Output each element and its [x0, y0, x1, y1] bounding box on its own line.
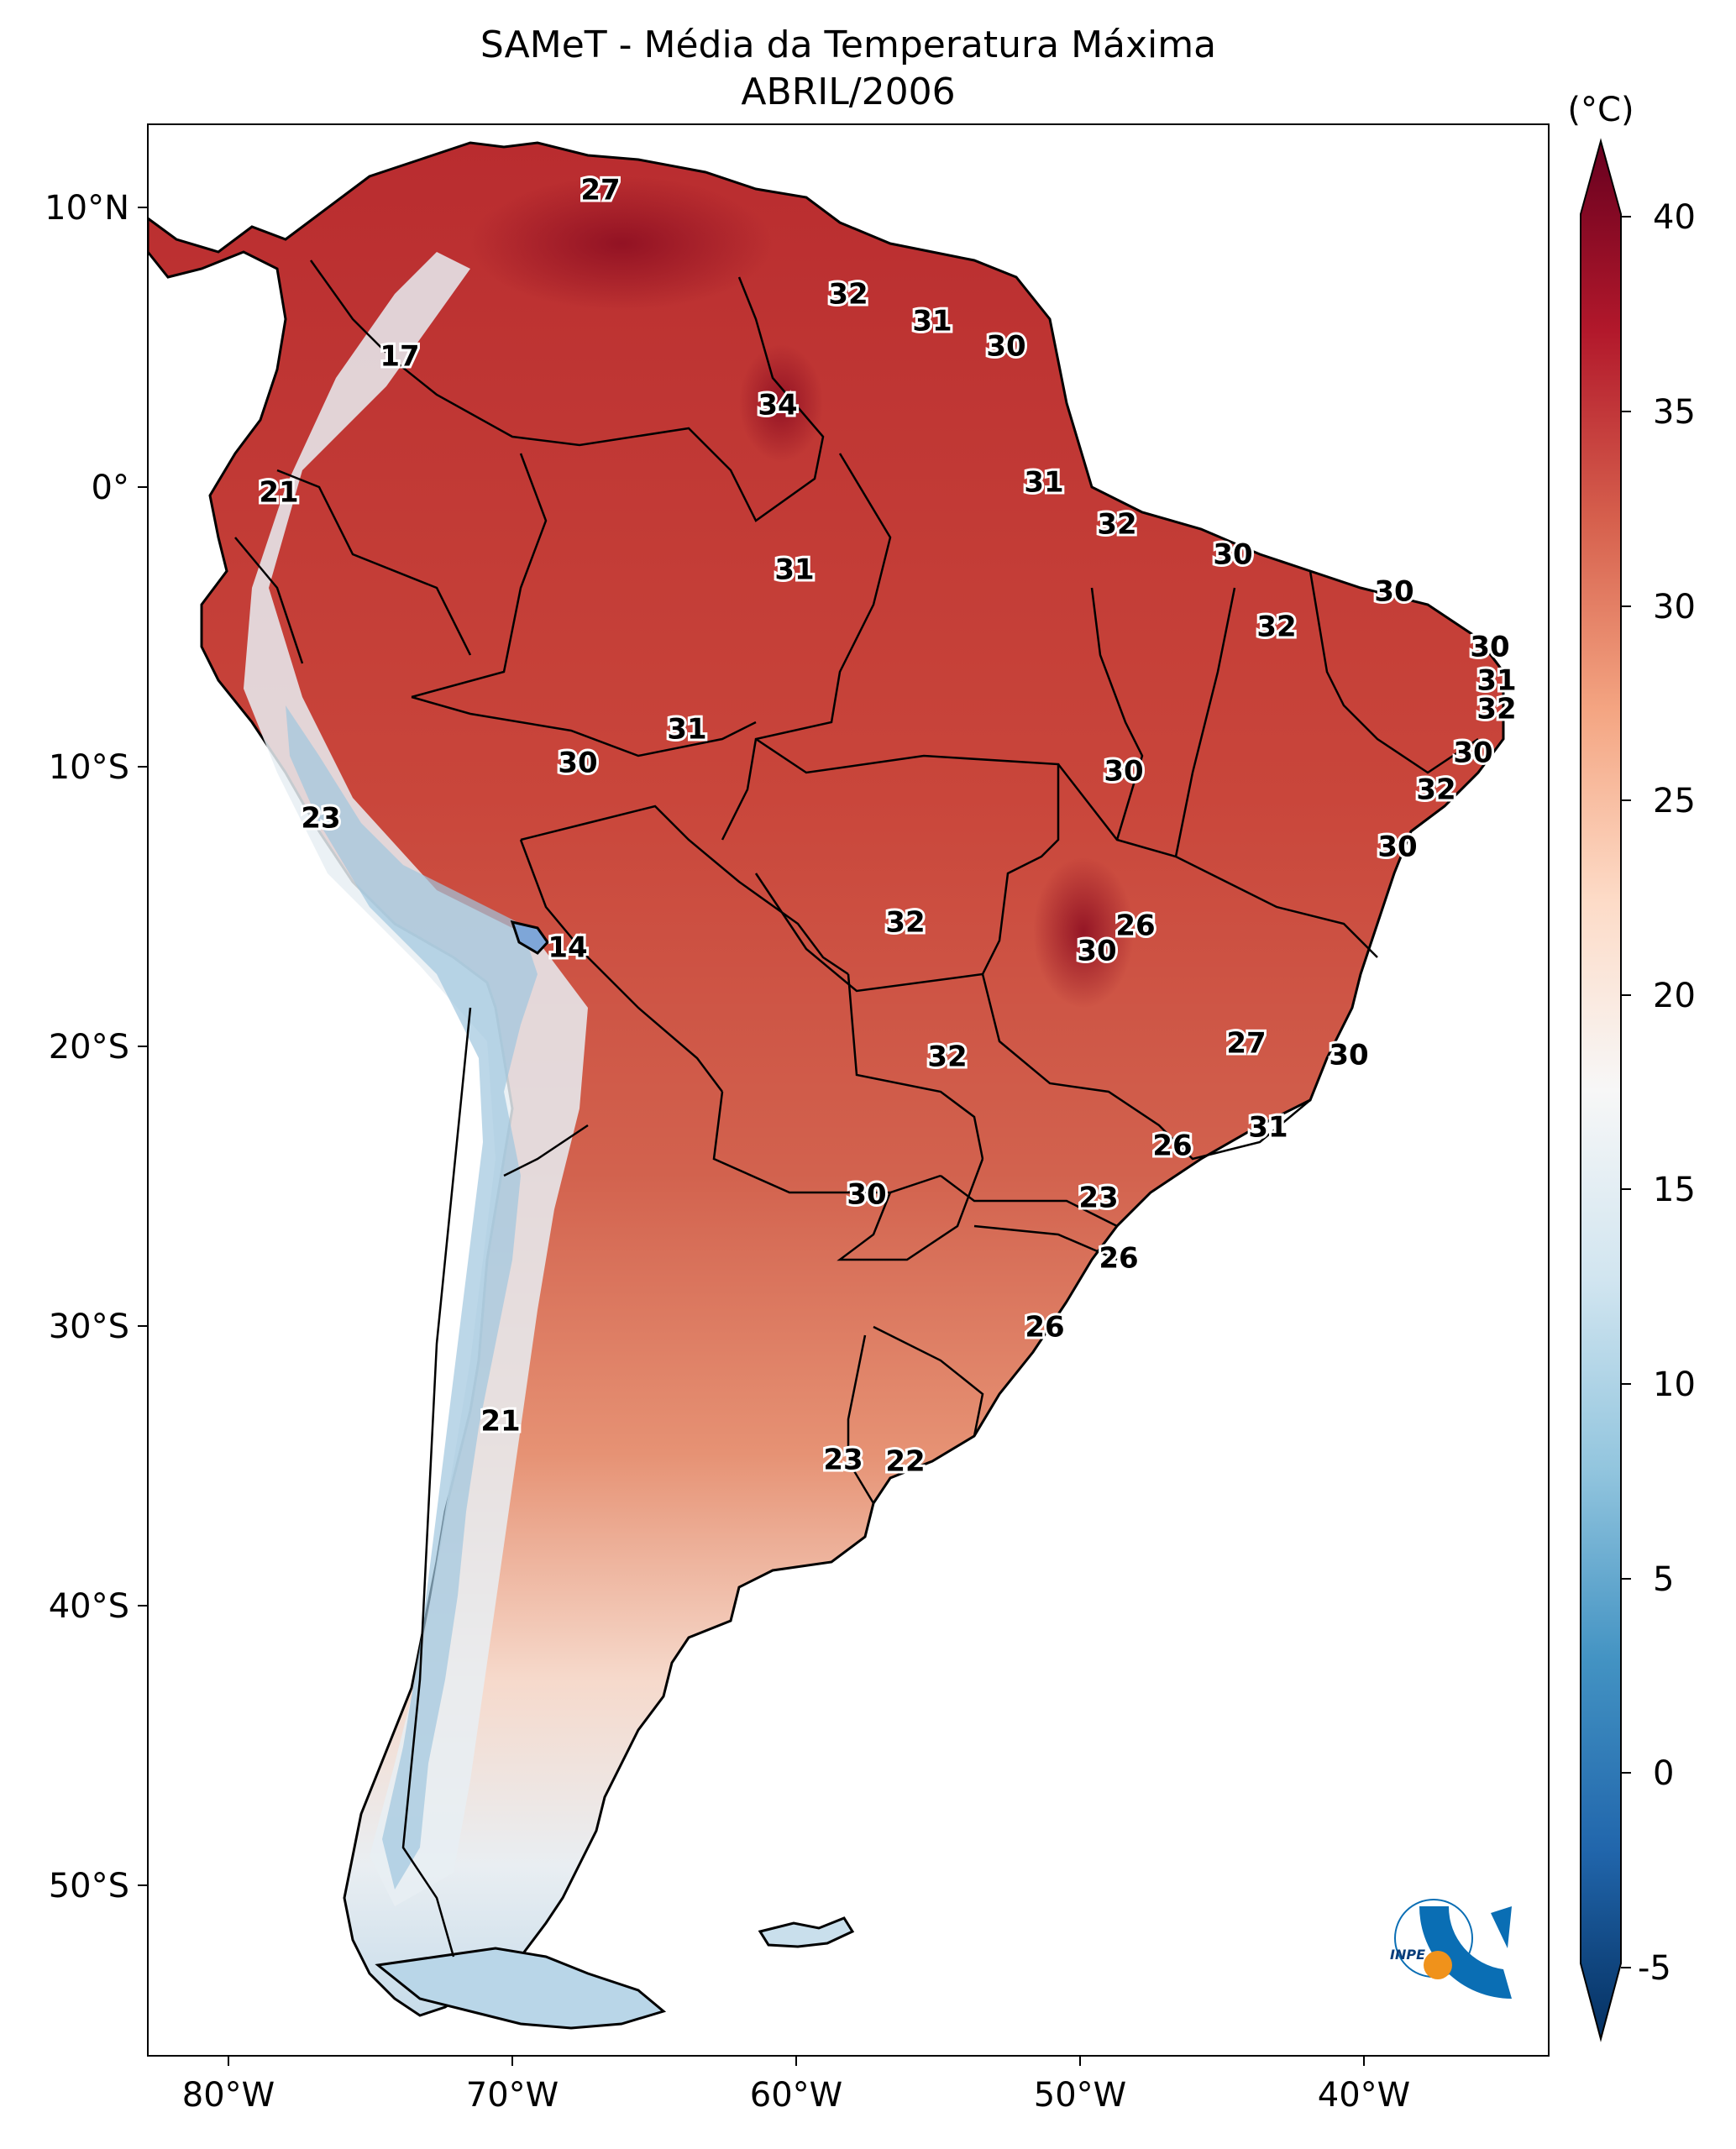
contour-label: 30: [986, 330, 1025, 364]
lake-titicaca: [510, 920, 549, 955]
contour-label: 30: [1377, 831, 1417, 864]
y-axis: 10°N 0° 10°S 20°S 30°S 40°S 50°S: [45, 189, 148, 1905]
contour-label: 30: [1213, 538, 1252, 572]
colorbar-tick-label: 0: [1653, 1754, 1674, 1793]
map-subtitle: ABRIL/2006: [741, 71, 955, 113]
x-tick-label: 50°W: [1034, 2076, 1126, 2115]
andes-cold-core: [286, 705, 538, 1890]
y-tick-label: 0°: [92, 469, 129, 507]
contour-label: 26: [1099, 1242, 1138, 1276]
contour-label: 31: [667, 713, 706, 747]
inpe-logo: INPE: [1390, 1899, 1512, 1999]
map-frame: [147, 123, 1550, 2057]
south-america-landmass: [148, 141, 1505, 2017]
x-tick-label: 40°W: [1318, 2076, 1410, 2115]
contour-label: 30: [1329, 1039, 1368, 1072]
contour-label: 30: [1470, 631, 1509, 664]
hotspot-goias: [1033, 857, 1134, 1008]
colorbar-unit: (°C): [1567, 91, 1634, 129]
hotspot-roraima: [739, 344, 823, 462]
y-tick-label: 20°S: [49, 1028, 129, 1067]
y-tick-label: 30°S: [49, 1308, 129, 1346]
y-tick-label: 50°S: [49, 1867, 129, 1905]
contour-label: 31: [912, 305, 952, 338]
contour-label: 32: [927, 1040, 967, 1074]
contour-label: 30: [558, 747, 597, 780]
contour-label: 34: [758, 389, 797, 422]
colorbar-tick-label: 10: [1653, 1365, 1696, 1404]
y-tick-label: 10°N: [45, 189, 129, 228]
colorbar-body: [1580, 138, 1622, 2042]
contour-label: 31: [1476, 664, 1516, 698]
contour-label: 32: [1097, 508, 1136, 542]
contour-label: 26: [1115, 909, 1155, 943]
x-tick-label: 70°W: [466, 2076, 559, 2115]
contour-label: 17: [380, 340, 419, 374]
contour-label: 26: [1152, 1130, 1192, 1163]
contour-label: 30: [1104, 755, 1143, 789]
colorbar-tick-label: 40: [1653, 198, 1696, 237]
inpe-logo-text: INPE: [1390, 1947, 1425, 1963]
colorbar: (°C) 40 35 30 25 20 15 10 5 0 -5: [1567, 91, 1696, 2042]
andes-cool-strip: [244, 252, 588, 1906]
map-title: SAMeT - Média da Temperatura Máxima: [480, 24, 1216, 66]
falkland-islands: [758, 1916, 855, 1948]
contour-label: 31: [1248, 1111, 1288, 1145]
contour-label: 30: [847, 1178, 886, 1212]
contour-label: 14: [548, 931, 587, 965]
contour-label: 32: [828, 278, 868, 312]
colorbar-tick-label: 15: [1653, 1171, 1696, 1209]
contour-labels: 27 17 21 32 31 30 34 31 31 32 30 30 30 3…: [256, 171, 1518, 1481]
contour-label: 23: [823, 1444, 863, 1477]
colorbar-tick-label: 30: [1653, 588, 1696, 626]
colorbar-tick-label: -5: [1638, 1949, 1671, 1988]
contour-label: 23: [1078, 1182, 1118, 1215]
contour-label: 31: [774, 553, 814, 587]
contour-label: 30: [1453, 736, 1492, 770]
colorbar-tick-label: 5: [1653, 1560, 1674, 1599]
hotspot-venezuela: [470, 176, 773, 311]
colorbar-tick-label: 25: [1653, 782, 1696, 820]
contour-label: 30: [1077, 935, 1116, 968]
contour-label: 32: [1416, 773, 1455, 807]
contour-label: 21: [259, 476, 298, 510]
y-tick-label: 10°S: [49, 748, 129, 787]
x-tick-label: 80°W: [182, 2076, 275, 2115]
contour-label: 32: [885, 906, 925, 940]
contour-label: 27: [580, 174, 620, 207]
contour-label: 32: [1256, 611, 1296, 644]
x-axis: 80°W 70°W 60°W 50°W 40°W: [182, 2056, 1410, 2115]
tierra-del-fuego: [375, 1947, 667, 2030]
colorbar-tick-label: 35: [1653, 393, 1696, 432]
political-borders: [234, 259, 1479, 1958]
colorbar-tick-label: 20: [1653, 977, 1696, 1015]
contour-label: 30: [1374, 575, 1413, 609]
contour-label: 21: [480, 1405, 520, 1439]
map-plot-area: 27 17 21 32 31 30 34 31 31 32 30 30 30 3…: [148, 141, 1519, 2030]
contour-label: 22: [885, 1445, 925, 1479]
contour-label: 31: [1024, 466, 1063, 500]
contour-label: 32: [1476, 693, 1516, 726]
y-tick-label: 40°S: [49, 1587, 129, 1626]
contour-label: 26: [1025, 1311, 1064, 1344]
x-tick-label: 60°W: [750, 2076, 842, 2115]
contour-label: 23: [301, 802, 340, 836]
contour-label: 27: [1226, 1027, 1266, 1061]
